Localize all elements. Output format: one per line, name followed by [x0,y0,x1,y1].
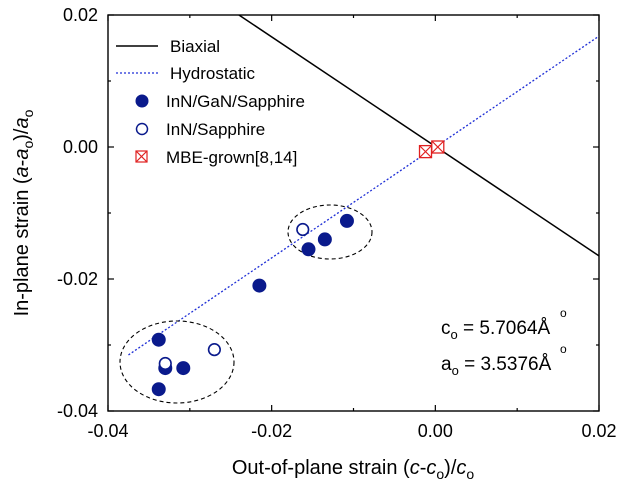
legend-label-inn-sapphire: InN/Sapphire [166,120,265,139]
legend-marker-inn-sapphire [135,122,149,136]
axis-ticks [107,14,600,412]
group-ellipse-mid [287,204,373,260]
x-tick-label: 0.02 [581,421,616,441]
svg-text:o: o [560,342,567,356]
x-tick-label: 0.00 [418,421,453,441]
axis-tick-labels: -0.04 -0.02 0.00 0.02 -0.04 -0.02 0.00 0.02 [57,5,617,441]
point-mbe-grown [418,144,433,159]
x-tick-label: -0.02 [251,421,292,441]
point-inn-gan-sapphire [317,232,332,247]
fit-lines [128,15,599,356]
legend-label-mbe: MBE-grown[8,14] [166,148,297,167]
point-inn-gan-sapphire [151,382,166,397]
data-points [151,140,445,397]
point-inn-gan-sapphire [151,332,166,347]
point-inn-gan-sapphire [176,361,191,376]
point-inn-sapphire [207,343,221,357]
x-axis-title: Out-of-plane strain (c-co)/co [232,457,475,482]
x-tick-label: -0.04 [87,421,128,441]
point-inn-sapphire [158,356,172,371]
y-tick-label: -0.02 [57,269,98,289]
group-ellipse-low [119,320,235,404]
point-inn-sapphire [296,222,310,237]
y-tick-label: -0.04 [57,401,98,421]
svg-text:co = 5.7064Å: co = 5.7064Å [441,318,551,342]
line-hydrostatic [128,35,599,356]
y-tick-label: 0.02 [63,5,98,25]
point-inn-gan-sapphire [252,278,267,293]
legend-label-inn-gan: InN/GaN/Sapphire [166,92,305,111]
svg-text:ao = 3.5376Å: ao = 3.5376Å [441,354,552,378]
line-biaxial [238,15,599,257]
annotation-a0: ao = 3.5376Å o [441,342,567,378]
point-inn-gan-sapphire [339,213,354,228]
y-axis-title: In-plane strain (a-ao)/ao [11,109,36,316]
legend-label-biaxial: Biaxial [170,37,220,56]
legend-label-hydrostatic: Hydrostatic [170,64,256,83]
y-tick-label: 0.00 [63,137,98,157]
legend: Biaxial Hydrostatic InN/GaN/Sapphire InN… [116,37,305,167]
group-ellipses [119,204,373,404]
legend-marker-mbe [135,150,148,163]
point-inn-gan-sapphire [301,242,316,257]
svg-text:o: o [560,306,567,320]
annotation-c0: co = 5.7064Å o [441,306,567,342]
legend-marker-inn-gan [135,94,149,108]
point-mbe-grown [431,140,445,154]
